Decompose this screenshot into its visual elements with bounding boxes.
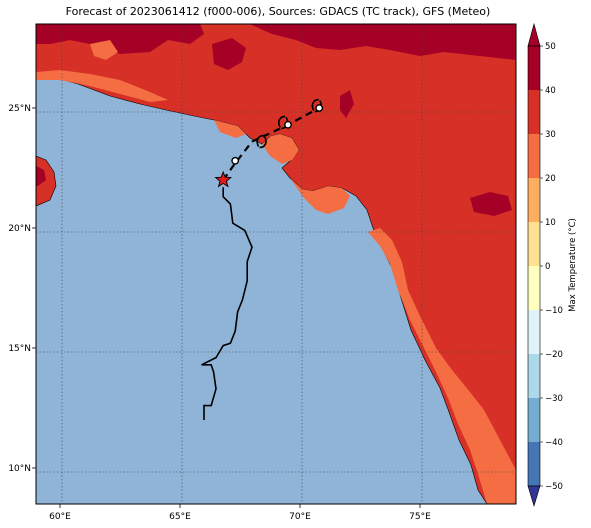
cool-region-north <box>90 40 118 60</box>
colorbar-bin <box>528 90 540 135</box>
cool-coast-sindh <box>214 120 246 138</box>
colorbar-tick-label: −10 <box>545 306 563 316</box>
map-plot-area <box>36 24 516 504</box>
colorbar-bin <box>528 398 540 443</box>
colorbar: 50 40 30 20 10 0 −10 −20 −30 −40 −50 <box>527 22 563 508</box>
gridlines <box>36 24 516 504</box>
colorbar-bin <box>528 442 540 487</box>
lon-tick-label: 65°E <box>169 512 191 522</box>
colorbar-tick-label: 50 <box>545 42 556 52</box>
lat-tick-label: 20°N <box>8 224 31 234</box>
colorbar-tick-label: 0 <box>545 262 550 272</box>
cool-coast-kutch <box>262 134 299 164</box>
lat-tick-label: 10°N <box>8 464 31 474</box>
hot-region-rajasthan <box>340 90 354 118</box>
colorbar-bin <box>528 46 540 91</box>
hot-region-north <box>36 24 204 54</box>
colorbar-tick-label: −50 <box>545 482 563 492</box>
colorbar-max-extension <box>527 22 541 47</box>
forecast-track-line <box>222 107 320 181</box>
storm-track <box>201 98 324 420</box>
colorbar-tick-label: −30 <box>545 394 563 404</box>
lat-tick-label: 15°N <box>8 344 31 354</box>
axis-labels: 60°E 65°E 70°E 75°E 10°N 15°N 20°N 25°N <box>8 104 431 522</box>
colorbar-tick-label: −40 <box>545 438 563 448</box>
west-land-hot <box>36 166 46 186</box>
past-track-line <box>201 187 253 420</box>
colorbar-tick-label: 10 <box>545 218 556 228</box>
colorbar-bin <box>528 266 540 311</box>
lon-tick-label: 70°E <box>289 512 311 522</box>
colorbar-label: Max Temperature (°C) <box>568 218 578 312</box>
cool-coast-gujarat <box>290 178 350 214</box>
current-position-star <box>214 170 232 188</box>
colorbar-bin <box>528 354 540 399</box>
colorbar-tick-label: 20 <box>545 174 556 184</box>
map-title: Forecast of 2023061412 (f000-006), Sourc… <box>65 5 491 18</box>
colorbar-tick-label: −20 <box>545 350 563 360</box>
forecast-point <box>315 104 324 112</box>
hot-region-northeast <box>250 24 516 60</box>
cool-coast-makran <box>36 70 168 102</box>
map-frame <box>35 23 517 505</box>
lat-tick-label: 25°N <box>8 104 31 114</box>
colorbar-bin <box>528 178 540 223</box>
colorbar-tick-label: 30 <box>545 130 556 140</box>
colorbar-bin <box>528 310 540 355</box>
forecast-point <box>231 156 240 165</box>
colorbar-bin <box>528 134 540 179</box>
hot-region-east <box>470 192 512 216</box>
cool-coast-west-india <box>368 228 516 504</box>
colorbar-bin <box>528 222 540 267</box>
colorbar-tick-label: 40 <box>545 86 556 96</box>
colorbar-min-extension <box>527 485 541 508</box>
cyclone-symbol-stroke <box>256 134 267 149</box>
cyclone-symbol <box>256 134 267 149</box>
lon-tick-label: 75°E <box>409 512 431 522</box>
hot-region-pakistan <box>212 38 246 70</box>
forecast-point <box>284 120 292 129</box>
lon-tick-label: 60°E <box>49 512 71 522</box>
